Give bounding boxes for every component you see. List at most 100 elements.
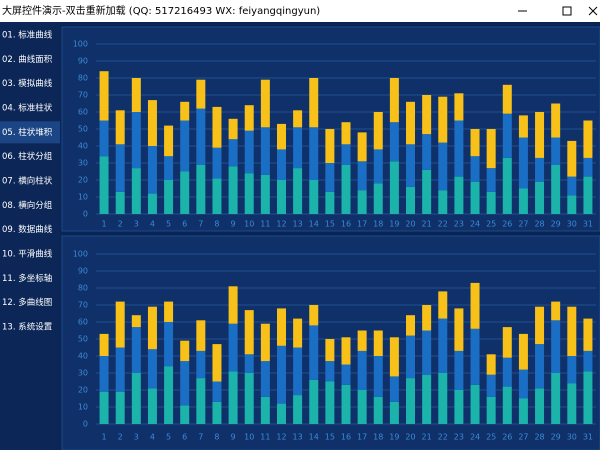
x-tick-label: 14 xyxy=(309,220,319,229)
bar-segment xyxy=(535,388,545,424)
x-tick-label: 21 xyxy=(422,220,432,229)
menu-item[interactable]: 02. 曲线面积 xyxy=(2,54,53,65)
bar-segment xyxy=(454,308,464,351)
bar-segment xyxy=(502,113,512,158)
bar-segment xyxy=(502,84,512,114)
bar-segment xyxy=(389,122,399,162)
bar-segment xyxy=(115,347,125,392)
bar-segment xyxy=(454,120,464,177)
menu-item[interactable]: 08. 横向分组 xyxy=(2,200,53,211)
menu-item[interactable]: 04. 标准柱状 xyxy=(2,102,53,113)
bar-segment xyxy=(244,105,254,131)
x-tick-label: 18 xyxy=(373,220,383,229)
menu-item[interactable]: 10. 平滑曲线 xyxy=(2,248,53,259)
bar-segment xyxy=(180,405,190,424)
menu-item[interactable]: 07. 横向柱状 xyxy=(2,175,53,186)
x-tick-label: 4 xyxy=(150,220,155,229)
bar-segment xyxy=(551,301,561,321)
x-tick-label: 17 xyxy=(357,220,367,229)
x-tick-label: 23 xyxy=(454,433,464,442)
x-tick-label: 25 xyxy=(486,220,496,229)
bar-segment xyxy=(147,306,157,350)
bar-segment xyxy=(293,347,303,396)
menu-item[interactable]: 05. 柱状堆积 xyxy=(2,127,53,138)
bar-segment xyxy=(309,325,319,380)
bar-segment xyxy=(293,127,303,169)
bar-segment xyxy=(551,320,561,373)
x-tick-label: 7 xyxy=(198,220,203,229)
bar-segment xyxy=(131,78,141,112)
bar-segment xyxy=(389,161,399,214)
bar-segment xyxy=(535,344,545,389)
bar-segment xyxy=(244,173,254,214)
bar-segment xyxy=(147,100,157,146)
bar-segment xyxy=(535,157,545,182)
x-tick-label: 13 xyxy=(293,220,303,229)
bar-segment xyxy=(438,373,448,424)
bar-segment xyxy=(260,127,270,175)
bar-segment xyxy=(131,112,141,169)
x-tick-label: 6 xyxy=(182,220,187,229)
bar-segment xyxy=(99,356,109,392)
y-tick-label: 40 xyxy=(78,142,88,151)
bar-segment xyxy=(583,371,593,424)
bar-segment xyxy=(470,384,480,424)
x-tick-label: 12 xyxy=(276,433,286,442)
bar-segment xyxy=(454,93,464,121)
bar-segment xyxy=(583,157,593,177)
bar-segment xyxy=(422,305,432,331)
bar-segment xyxy=(276,149,286,180)
bar-segment xyxy=(99,333,109,356)
x-tick-label: 28 xyxy=(534,220,544,229)
x-tick-label: 1 xyxy=(102,433,107,442)
bar-segment xyxy=(325,339,335,362)
x-tick-label: 18 xyxy=(373,433,383,442)
x-tick-label: 8 xyxy=(214,433,219,442)
bar-segment xyxy=(164,156,174,180)
bar-segment xyxy=(147,349,157,389)
bar-segment xyxy=(293,168,303,214)
menu-item[interactable]: 13. 系统设置 xyxy=(2,321,53,332)
bar-segment xyxy=(406,335,416,379)
bar-segment xyxy=(325,129,335,163)
bar-segment xyxy=(147,193,157,214)
bar-segment xyxy=(147,146,157,194)
maximize-button[interactable] xyxy=(562,6,572,16)
bar-segment xyxy=(535,306,545,345)
y-tick-label: 0 xyxy=(83,420,88,429)
close-button[interactable] xyxy=(588,6,598,16)
bar-segment xyxy=(470,328,480,385)
bar-segment xyxy=(196,79,206,109)
bar-segment xyxy=(470,156,480,182)
bar-segment xyxy=(583,120,593,158)
menu-item[interactable]: 03. 模拟曲线 xyxy=(2,78,53,89)
bar-segment xyxy=(115,301,125,348)
y-tick-label: 10 xyxy=(78,403,88,412)
x-tick-label: 31 xyxy=(583,220,593,229)
y-tick-label: 60 xyxy=(78,318,88,327)
menu-item[interactable]: 09. 数据曲线 xyxy=(2,224,53,235)
bar-segment xyxy=(551,373,561,424)
menu-item[interactable]: 11. 多坐标轴 xyxy=(2,273,52,284)
bar-segment xyxy=(406,186,416,214)
bar-segment xyxy=(454,176,464,214)
y-tick-label: 100 xyxy=(73,40,88,49)
bar-segment xyxy=(99,120,109,157)
bar-segment xyxy=(422,374,432,424)
y-tick-label: 50 xyxy=(78,335,88,344)
y-tick-label: 90 xyxy=(78,57,88,66)
menu-item[interactable]: 01. 标准曲线 xyxy=(2,30,53,41)
x-tick-label: 4 xyxy=(150,433,155,442)
menu-item[interactable]: 06. 柱状分组 xyxy=(2,151,53,162)
bar-segment xyxy=(357,330,367,351)
x-tick-label: 24 xyxy=(470,433,480,442)
bar-segment xyxy=(551,137,561,165)
bar-segment xyxy=(406,315,416,336)
y-tick-label: 30 xyxy=(78,369,88,378)
x-tick-label: 16 xyxy=(341,433,351,442)
menu-item[interactable]: 12. 多曲线图 xyxy=(2,297,52,308)
bar-segment xyxy=(293,395,303,424)
y-tick-label: 50 xyxy=(78,125,88,134)
x-tick-label: 28 xyxy=(534,433,544,442)
